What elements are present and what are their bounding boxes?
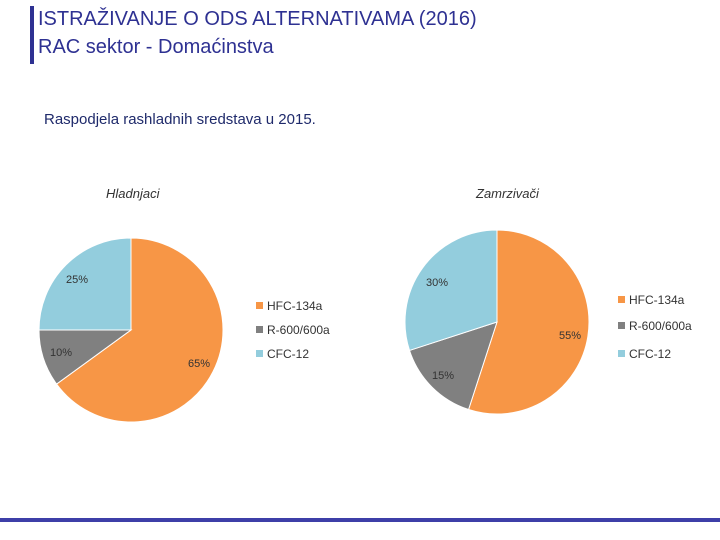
legend-label-hfc-134a: HFC-134a — [267, 299, 323, 313]
legend-swatch-hfc-134a — [618, 296, 625, 303]
chart-2-title: Zamrzivači — [476, 186, 539, 201]
legend-label-cfc-12: CFC-12 — [629, 347, 671, 361]
legend-swatch-r600-600a — [618, 322, 625, 329]
legend-swatch-r600-600a — [256, 326, 263, 333]
title-accent-bar — [30, 6, 34, 64]
pie-chart-zamrzivaci: 55% 15% 30% — [404, 229, 590, 415]
legend-swatch-cfc-12 — [256, 350, 263, 357]
legend-label-hfc-134a: HFC-134a — [629, 293, 685, 307]
footer-divider — [0, 518, 720, 522]
slice-label-hfc-134a: 55% — [559, 330, 581, 342]
pie-slice-cfc-12 — [38, 237, 132, 331]
slice-label-cfc-12: 30% — [426, 277, 448, 289]
slice-label-cfc-12: 25% — [66, 274, 88, 286]
legend-label-r600-600a: R-600/600a — [629, 319, 692, 333]
pie-slice-hfc-134a — [467, 229, 590, 415]
legend-swatch-hfc-134a — [256, 302, 263, 309]
legend-zamrzivaci: HFC-134a R-600/600a CFC-12 — [618, 293, 692, 361]
chart-1-title: Hladnjaci — [106, 186, 160, 201]
slice-label-hfc-134a: 65% — [188, 358, 210, 370]
pie-slice-r600-600a — [408, 321, 498, 411]
legend-label-r600-600a: R-600/600a — [267, 323, 330, 337]
section-heading: Raspodjela rashladnih sredstava u 2015. — [44, 111, 316, 128]
page-subtitle: RAC sektor - Domaćinstva — [38, 36, 274, 58]
legend-label-cfc-12: CFC-12 — [267, 347, 309, 361]
pie-chart-hladnjaci: 65% 10% 25% — [38, 237, 224, 423]
slice-label-r600-600a: 10% — [50, 347, 72, 359]
legend-hladnjaci: HFC-134a R-600/600a CFC-12 — [256, 299, 330, 361]
legend-swatch-cfc-12 — [618, 350, 625, 357]
pie-slice-hfc-134a — [55, 237, 224, 423]
slice-label-r600-600a: 15% — [432, 370, 454, 382]
pie-slice-cfc-12 — [404, 229, 498, 352]
page-title: ISTRAŽIVANJE O ODS ALTERNATIVAMA (2016) — [38, 8, 477, 30]
